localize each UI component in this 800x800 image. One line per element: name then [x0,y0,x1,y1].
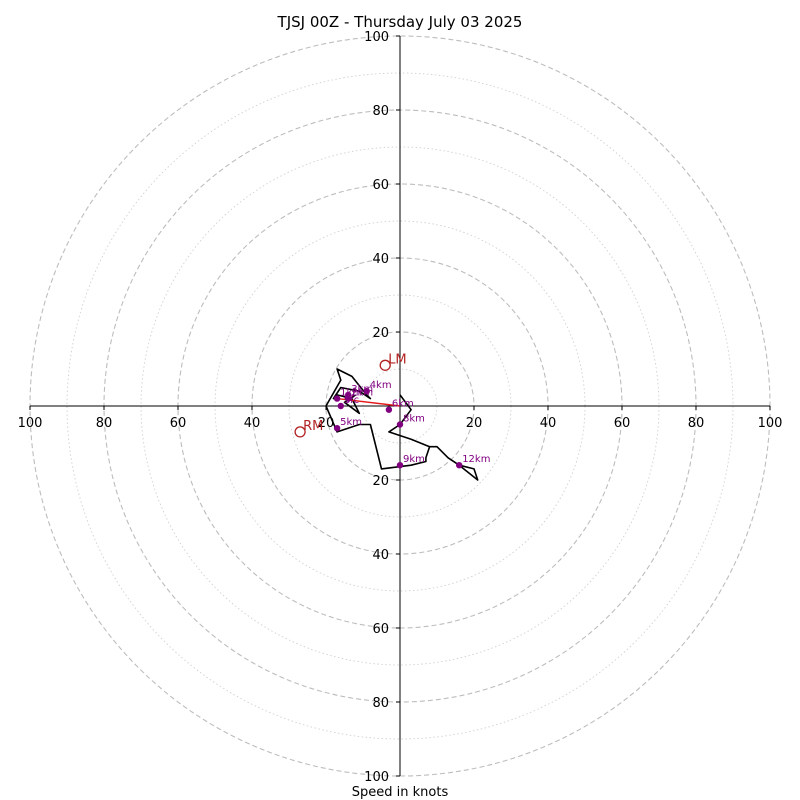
x-tick-labels: 100 80 60 40 20 20 40 60 80 100 [18,406,783,431]
height-marker-label: 2km [351,388,373,399]
y-tick-label: 40 [372,548,389,563]
x-tick-label: 80 [688,416,705,431]
height-marker-dot [333,395,341,402]
x-tick-label: 60 [170,416,187,431]
height-marker-dot [333,425,341,432]
x-tick-label: 100 [758,416,783,431]
height-marker-label: 8km [403,414,425,425]
y-tick-label: 40 [372,252,389,267]
storm-motion-label: LM [388,352,406,367]
storm-motion-label: RM [303,419,323,434]
hodograph-line [325,368,479,481]
y-tick-label: 20 [372,326,389,341]
y-tick-label: 100 [364,30,389,45]
storm-motion-markers: LM RM [294,352,407,438]
x-tick-label: 60 [614,416,631,431]
height-marker-dot [396,421,404,428]
height-marker-label: 6km [392,399,414,410]
x-tick-label: 80 [96,416,113,431]
height-marker-label: 4km [370,380,392,391]
height-marker-label: Sfc [344,395,359,406]
y-tick-label: 60 [372,178,389,193]
y-tick-label: 80 [372,104,389,119]
height-marker-label: 3km [351,384,373,395]
y-tick-label: 60 [372,622,389,637]
height-marker-dot [385,406,393,413]
x-tick-label: 40 [244,416,261,431]
height-marker-dot [337,402,344,410]
x-tick-label: 20 [466,416,483,431]
storm-motion-marker [379,359,391,371]
height-marker-dot [396,462,404,469]
height-marker-dot [456,462,463,469]
y-tick-label: 80 [372,696,389,711]
height-marker-label: 9km [403,454,425,465]
x-axis-label: Speed in knots [352,785,449,800]
x-tick-label: 20 [318,416,335,431]
y-tick-label: 20 [372,474,389,489]
x-tick-label: 100 [18,416,43,431]
chart-title: TJSJ 00Z - Thursday July 03 2025 [277,13,523,31]
storm-motion-marker [294,426,306,438]
height-marker-label: 1km [340,388,362,399]
height-marker-label: 5km [340,417,362,428]
y-tick-labels: 100 80 60 40 20 20 40 60 80 100 [364,30,400,785]
height-marker-dot [345,395,352,402]
y-tick-label: 100 [364,770,389,785]
height-marker-dot [363,388,370,395]
x-tick-label: 40 [540,416,557,431]
height-marker-label: 12km [462,454,490,465]
